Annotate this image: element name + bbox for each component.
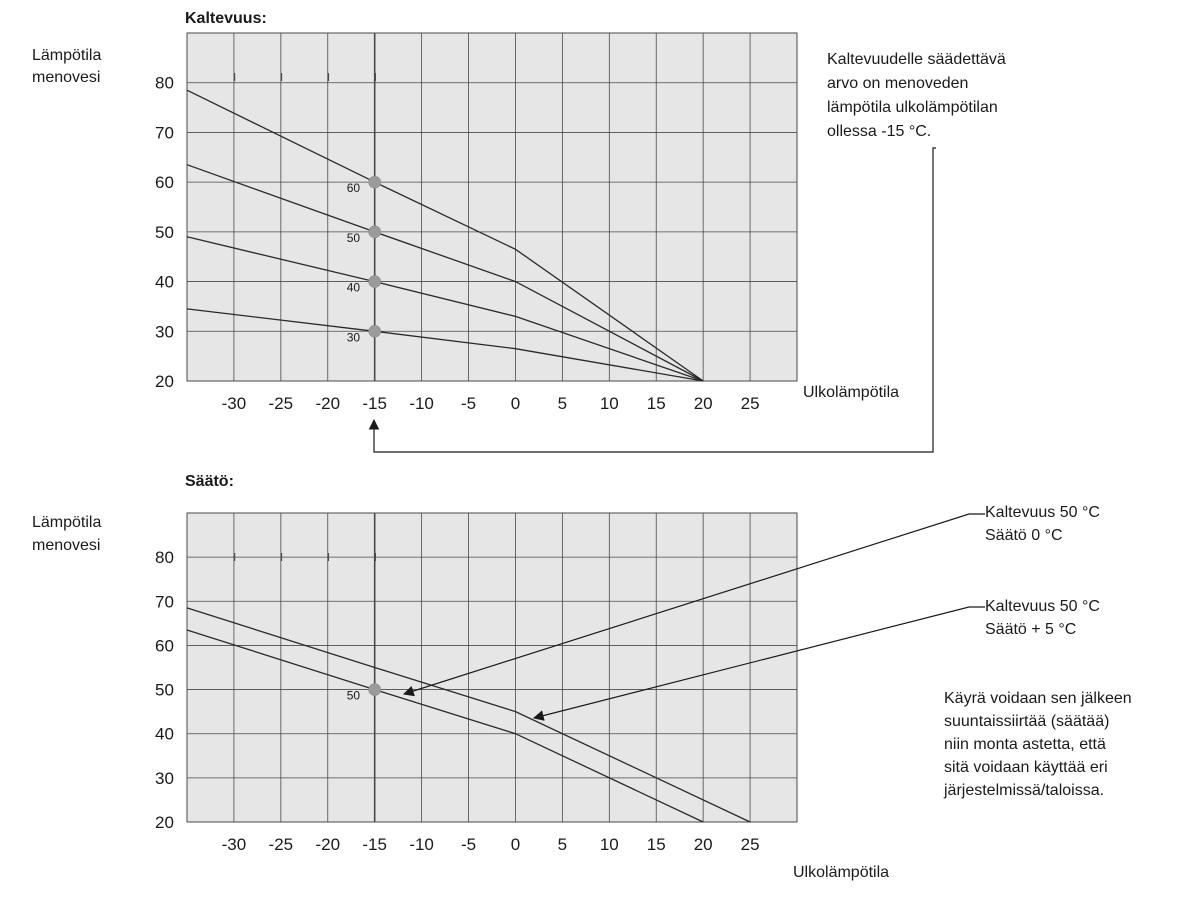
callout-arrow-saato-5 xyxy=(532,606,985,721)
chart1-point-label: 50 xyxy=(347,231,361,245)
chart1-series-line-2 xyxy=(186,236,704,382)
chart1-ylabel-line1: Lämpötila xyxy=(32,47,102,64)
chart2-xtick-label: 5 xyxy=(558,835,567,854)
chart1-series-line-4 xyxy=(186,89,704,382)
chart1-note-line2: arvo on menoveden xyxy=(827,75,969,92)
chart1-point-marker xyxy=(368,175,381,189)
chart1-ytick-label: 40 xyxy=(155,273,174,292)
chart2-xtick-label: 20 xyxy=(694,835,713,854)
chart2-series-line-2 xyxy=(186,607,751,823)
chart1-ytick-label: 80 xyxy=(155,74,174,93)
chart2-xlabel: Ulkolämpötila xyxy=(793,864,890,881)
chart1-point-marker xyxy=(368,275,381,288)
connector-arrow-minus15 xyxy=(368,147,936,453)
chart2-plot-area xyxy=(186,512,798,823)
chart1-plot-area xyxy=(186,32,798,382)
callout1-line1: Kaltevuus 50 °C xyxy=(985,504,1100,521)
chart2-xtick-label: -5 xyxy=(461,835,476,854)
chart1-title: Kaltevuus: xyxy=(185,10,267,27)
chart1-ytick-label: 70 xyxy=(155,123,174,142)
chart1-xtick-label: -30 xyxy=(222,394,247,413)
chart2-title: Säätö: xyxy=(185,473,234,490)
chart1-xtick-label: 20 xyxy=(694,394,713,413)
chart2-note-line3: niin monta astetta, että xyxy=(944,736,1106,753)
chart2-point-label: 50 xyxy=(347,689,361,703)
chart2-ytick-label: 30 xyxy=(155,769,174,788)
chart2-xtick-label: -20 xyxy=(315,835,340,854)
chart2-xtick-label: -10 xyxy=(409,835,434,854)
callout2-line2: Säätö + 5 °C xyxy=(985,621,1077,638)
chart1-point-marker xyxy=(368,324,381,338)
chart1-xtick-label: -20 xyxy=(315,394,340,413)
chart1-ytick-label: 30 xyxy=(155,322,174,341)
chart2-ytick-label: 50 xyxy=(155,681,174,700)
chart2-note-line2: suuntaissiirtää (säätää) xyxy=(944,713,1110,730)
chart1-point-label: 60 xyxy=(347,181,361,195)
chart2-xtick-label: 15 xyxy=(647,835,666,854)
chart2-note-line4: sitä voidaan käyttää eri xyxy=(944,759,1108,776)
chart2-xtick-label: 25 xyxy=(741,835,760,854)
chart2-ylabel-line1: Lämpötila xyxy=(32,514,102,531)
chart2-ytick-label: 60 xyxy=(155,636,174,655)
chart2-xtick-label: 10 xyxy=(600,835,619,854)
chart1-point-marker xyxy=(368,225,381,239)
chart2-ytick-label: 20 xyxy=(155,813,174,832)
chart1-note-line4: ollessa -15 °C. xyxy=(827,123,932,140)
chart2-point-marker xyxy=(368,683,381,696)
chart2-xtick-label: 0 xyxy=(511,835,520,854)
chart2-xtick-label: -30 xyxy=(222,835,247,854)
chart1-xtick-label: 25 xyxy=(741,394,760,413)
chart1-series-line-3 xyxy=(186,164,704,382)
chart1-xlabel: Ulkolämpötila xyxy=(803,384,900,401)
chart1-xtick-label: -10 xyxy=(409,394,434,413)
chart1-xtick-label: -15 xyxy=(362,394,387,413)
chart2-ytick-label: 80 xyxy=(155,548,174,567)
chart2-ytick-label: 40 xyxy=(155,725,174,744)
chart1-ytick-label: 60 xyxy=(155,173,174,192)
chart1-point-label: 40 xyxy=(347,281,361,295)
chart2-xtick-label: -15 xyxy=(362,835,387,854)
chart2-series-line-1 xyxy=(186,629,704,823)
chart1-xtick-label: 10 xyxy=(600,394,619,413)
chart1-ytick-label: 20 xyxy=(155,372,174,391)
callout1-line2: Säätö 0 °C xyxy=(985,527,1063,544)
chart1-ylabel-line2: menovesi xyxy=(32,69,101,86)
chart2-note-line5: järjestelmissä/taloissa. xyxy=(944,782,1105,799)
chart2-xtick-label: -25 xyxy=(269,835,294,854)
callout2-line1: Kaltevuus 50 °C xyxy=(985,598,1100,615)
chart2-ytick-label: 70 xyxy=(155,592,174,611)
chart1-point-label: 30 xyxy=(347,330,361,344)
chart1-note-line1: Kaltevuudelle säädettävä xyxy=(827,51,1006,68)
chart1-xtick-label: 15 xyxy=(647,394,666,413)
callout-arrow-saato-0 xyxy=(402,513,985,697)
chart1-ytick-label: 50 xyxy=(155,223,174,242)
chart1-xtick-label: -25 xyxy=(269,394,294,413)
chart1-xtick-label: 0 xyxy=(511,394,520,413)
chart1-xtick-label: 5 xyxy=(558,394,567,413)
chart1-xtick-label: -5 xyxy=(461,394,476,413)
chart1-series-line-1 xyxy=(186,308,704,382)
chart2-ylabel-line2: menovesi xyxy=(32,537,101,554)
chart2-note-line1: Käyrä voidaan sen jälkeen xyxy=(944,690,1132,707)
chart1-note-line3: lämpötila ulkolämpötilan xyxy=(827,99,998,116)
